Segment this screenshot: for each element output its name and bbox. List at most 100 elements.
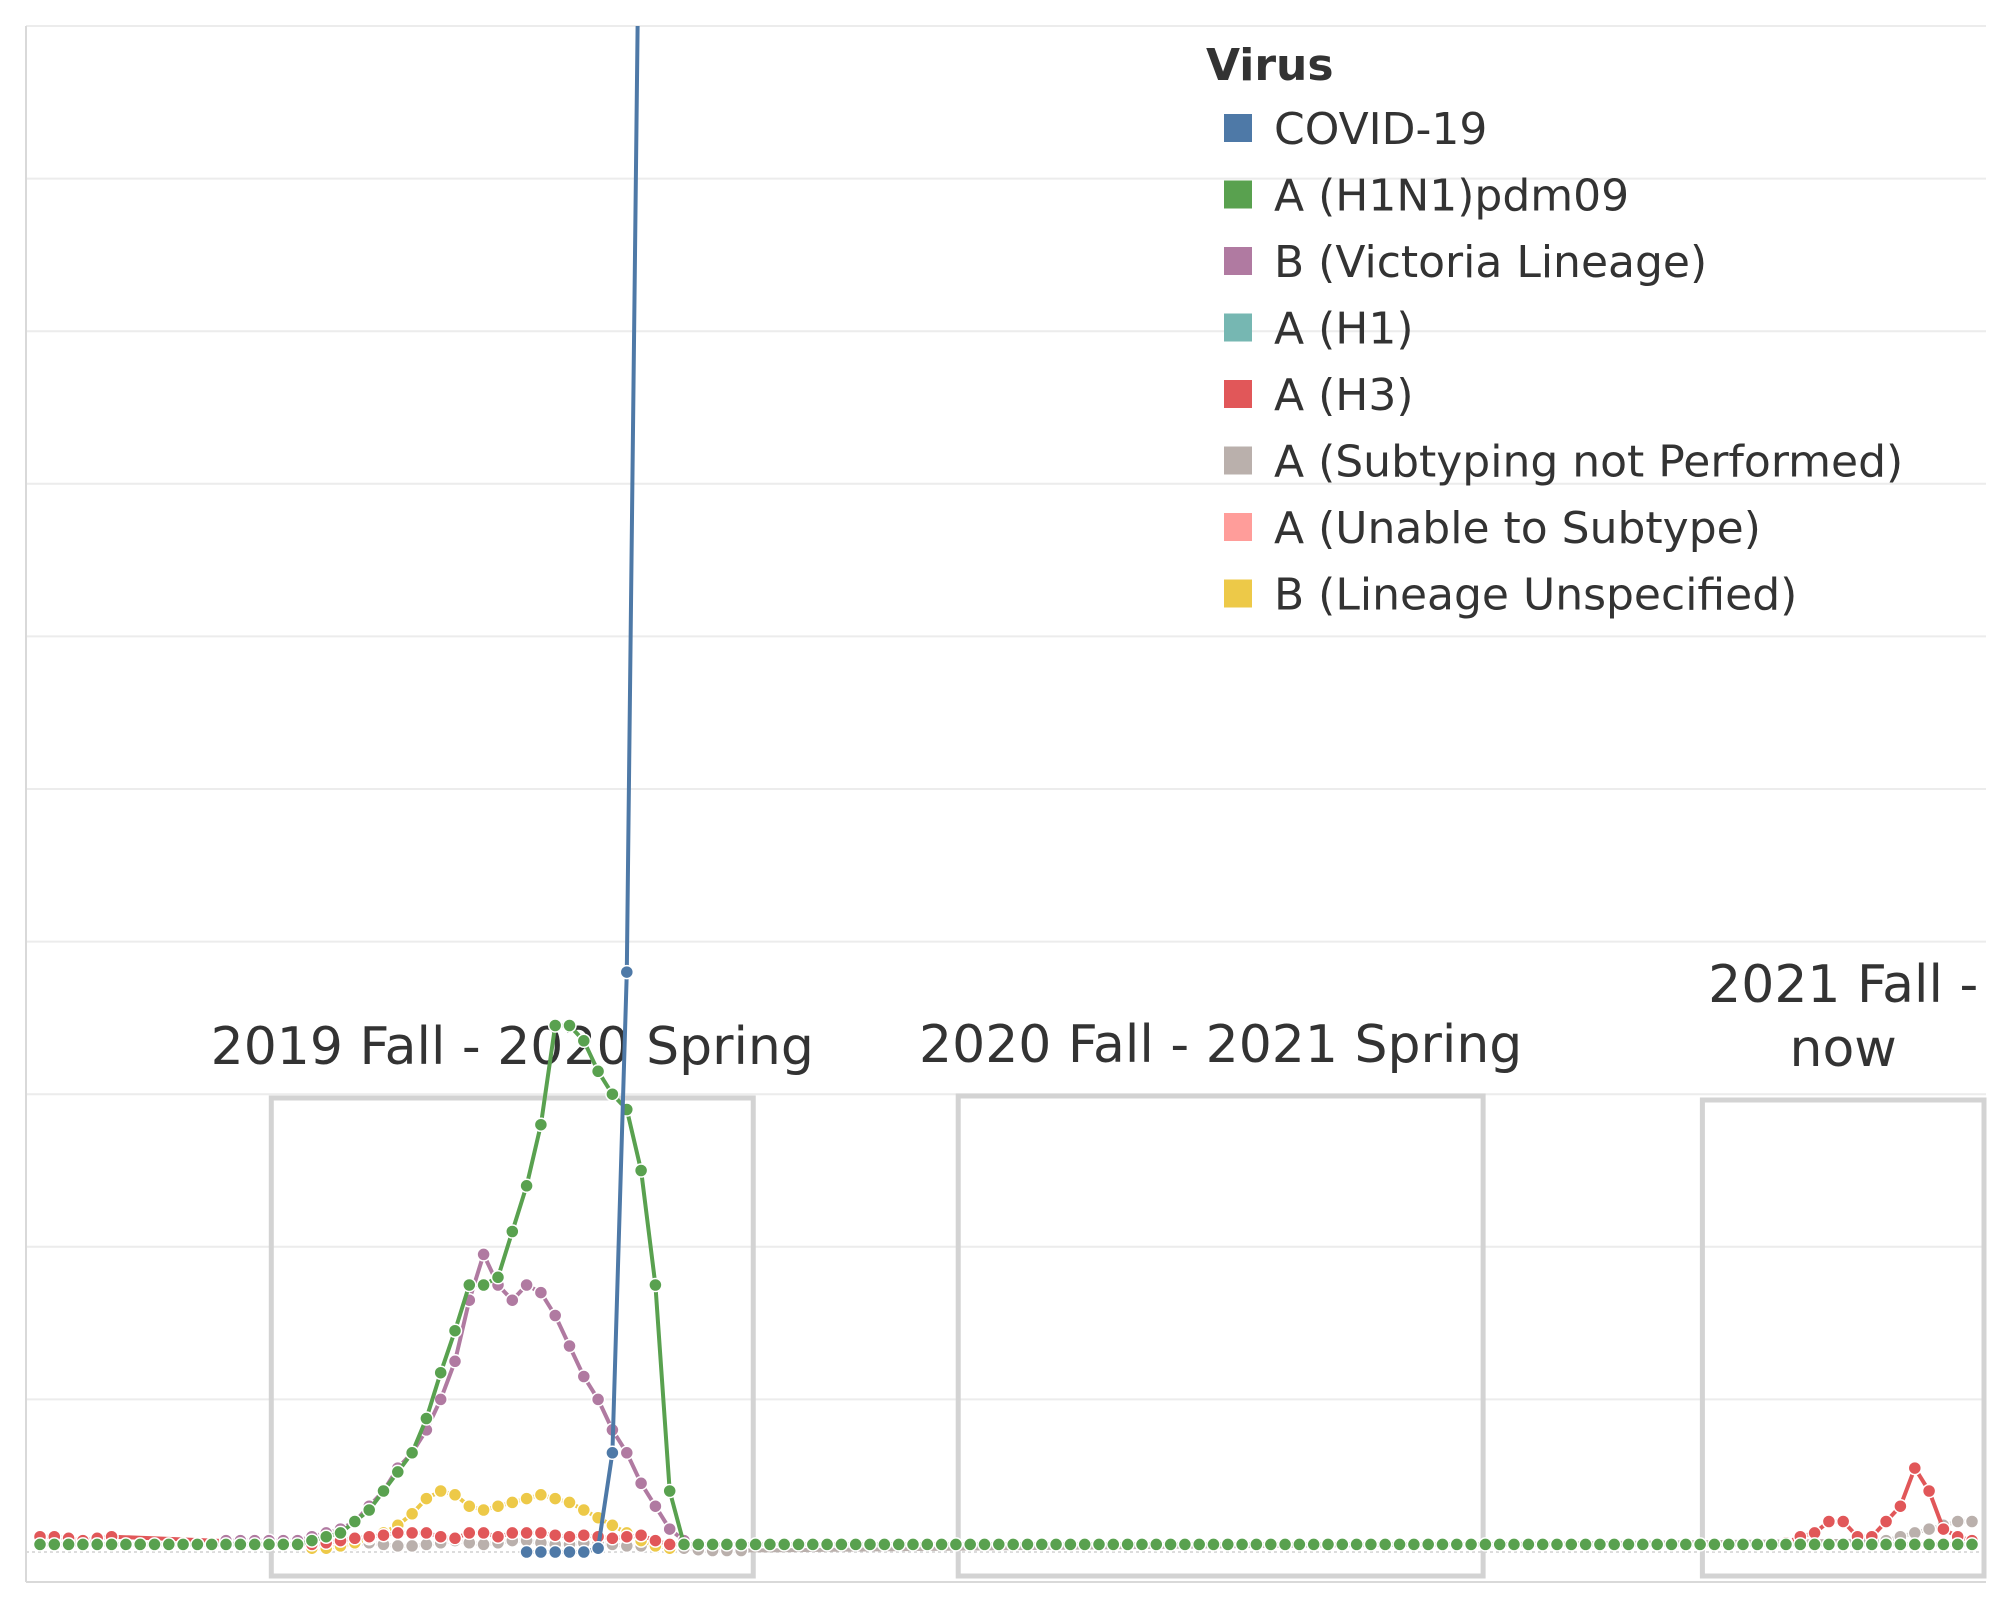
data-point: [519, 1491, 534, 1506]
data-point: [1635, 1537, 1651, 1552]
legend-item: A (Unable to Subtype): [1224, 503, 1761, 554]
data-point: [1349, 1537, 1364, 1552]
data-point: [1134, 1537, 1150, 1552]
data-point: [447, 1323, 463, 1338]
data-point: [1950, 1537, 1965, 1552]
data-point: [1592, 1537, 1608, 1552]
data-point: [462, 1277, 477, 1293]
data-point: [547, 1491, 563, 1506]
data-point: [633, 1527, 649, 1543]
legend-label: B (Victoria Lineage): [1274, 237, 1707, 288]
data-point: [1177, 1537, 1193, 1552]
data-point: [1063, 1537, 1078, 1552]
legend-item: B (Lineage Unspecified): [1224, 570, 1797, 621]
season-label: 2019 Fall - 2020 Spring: [211, 1017, 814, 1077]
data-point: [233, 1537, 248, 1552]
data-point: [590, 1392, 606, 1407]
data-point: [1277, 1537, 1293, 1552]
data-point: [805, 1537, 821, 1552]
data-point: [1220, 1537, 1236, 1552]
data-point: [433, 1392, 448, 1407]
data-point: [190, 1537, 205, 1552]
data-point: [633, 1163, 649, 1178]
data-point: [1435, 1537, 1450, 1552]
season-box: [1699, 1097, 1987, 1579]
data-point: [104, 1537, 119, 1552]
data-point: [404, 1506, 420, 1522]
season-annotation: 2019 Fall - 2020 Spring: [211, 1017, 814, 1579]
legend-swatch: [1224, 380, 1252, 408]
data-point: [476, 1247, 491, 1262]
legend-label: A (Subtyping not Performed): [1274, 437, 1903, 488]
data-point: [361, 1502, 377, 1518]
data-point: [576, 1369, 592, 1384]
data-point: [32, 1537, 48, 1552]
data-point: [562, 1544, 577, 1560]
season-annotation: 2021 Fall -now: [1699, 955, 1987, 1579]
data-point: [419, 1411, 434, 1426]
data-point: [1893, 1537, 1908, 1552]
data-point: [920, 1537, 935, 1552]
legend-swatch: [1224, 513, 1252, 541]
data-point: [691, 1537, 706, 1552]
data-point: [733, 1537, 749, 1552]
data-point: [1606, 1537, 1622, 1552]
data-point: [605, 1086, 620, 1102]
data-point: [562, 1495, 577, 1510]
data-point: [948, 1537, 964, 1552]
data-point: [533, 1487, 549, 1503]
data-point: [1850, 1537, 1865, 1552]
data-point: [590, 1064, 606, 1079]
series-covid-19: [519, 26, 640, 1560]
data-point: [648, 1498, 663, 1514]
data-point: [519, 1277, 534, 1293]
data-point: [519, 1525, 534, 1541]
data-point: [562, 1018, 577, 1033]
data-point: [1206, 1537, 1221, 1552]
data-point: [862, 1537, 878, 1552]
data-point: [547, 1018, 563, 1033]
legend-label: A (H3): [1274, 370, 1414, 421]
data-point: [333, 1525, 348, 1541]
data-point: [1191, 1537, 1207, 1552]
data-point: [505, 1292, 520, 1308]
data-point: [1778, 1537, 1794, 1552]
legend-item: COVID-19: [1224, 104, 1487, 155]
data-point: [1578, 1537, 1593, 1552]
legend-swatch: [1224, 579, 1252, 608]
data-point: [1936, 1521, 1951, 1537]
data-point: [1649, 1537, 1665, 1552]
data-point: [662, 1521, 677, 1537]
data-point: [1950, 1514, 1965, 1529]
data-point: [576, 1527, 592, 1543]
data-point: [404, 1445, 420, 1461]
data-point: [1921, 1483, 1937, 1499]
data-point: [891, 1537, 906, 1552]
data-point: [404, 1525, 420, 1541]
data-point: [1821, 1514, 1837, 1529]
data-point: [1735, 1537, 1751, 1552]
data-point: [347, 1514, 363, 1529]
data-point: [1377, 1537, 1393, 1552]
data-point: [605, 1518, 620, 1533]
data-point: [547, 1308, 563, 1323]
data-point: [705, 1537, 720, 1552]
legend-swatch: [1224, 446, 1252, 475]
data-point: [1764, 1537, 1779, 1552]
data-point: [419, 1491, 434, 1506]
data-point: [462, 1498, 477, 1514]
data-point: [404, 1538, 420, 1554]
data-point: [1234, 1537, 1250, 1552]
data-point: [1249, 1537, 1264, 1552]
data-point: [576, 1544, 592, 1560]
data-point: [1492, 1537, 1507, 1552]
data-point: [276, 1537, 291, 1552]
data-point: [1936, 1537, 1951, 1552]
data-point: [261, 1537, 277, 1552]
data-point: [1692, 1537, 1708, 1552]
data-point: [75, 1537, 91, 1552]
data-point: [1363, 1537, 1379, 1552]
data-point: [590, 1540, 606, 1556]
data-point: [648, 1533, 663, 1548]
